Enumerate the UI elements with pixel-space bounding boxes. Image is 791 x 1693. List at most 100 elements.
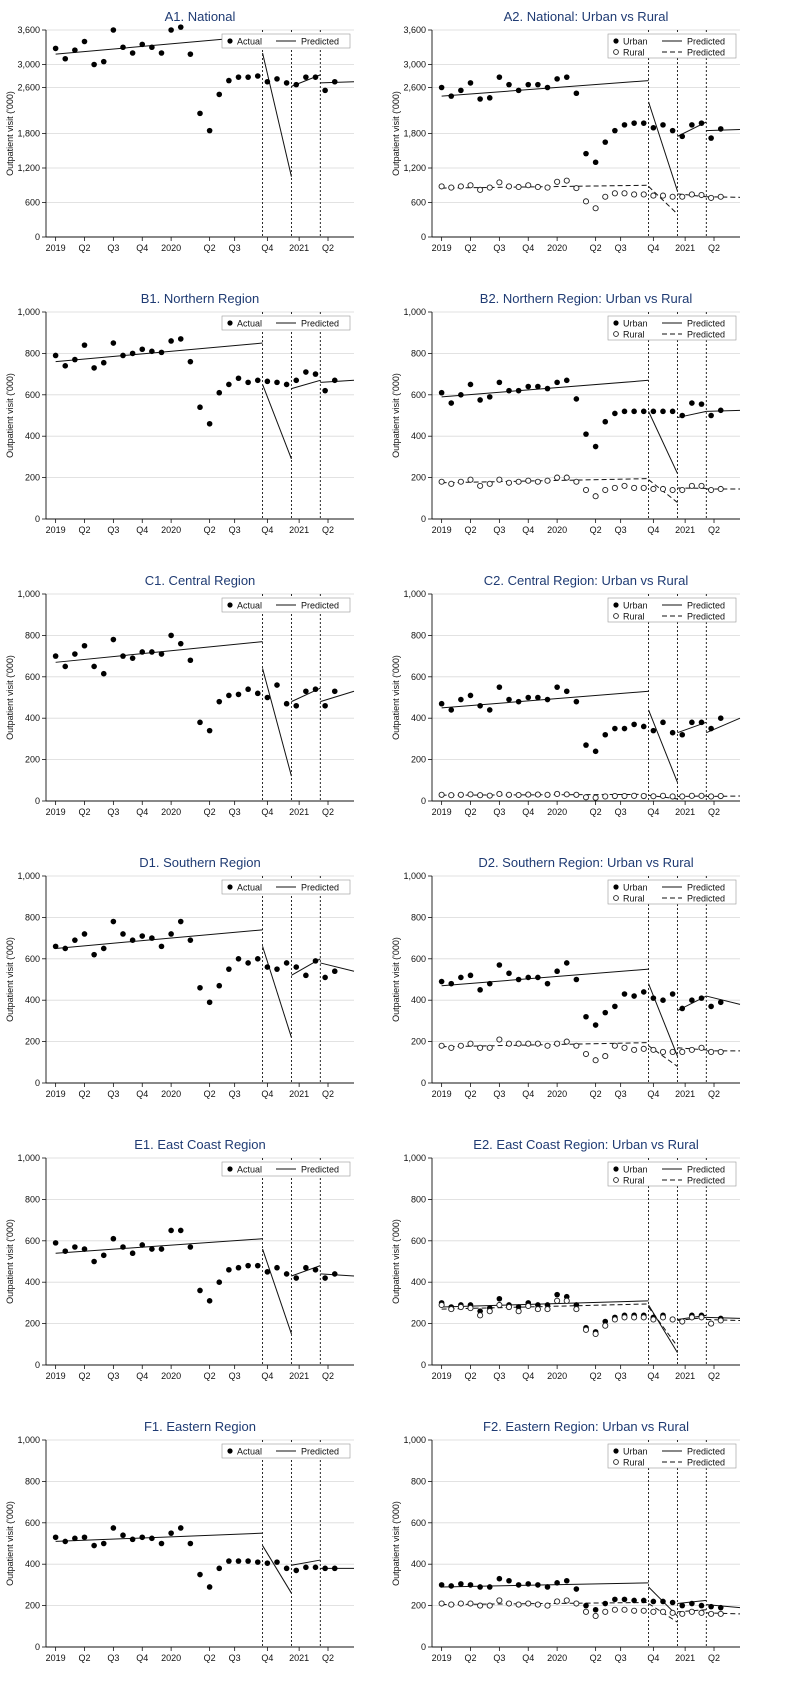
x-tick-label: Q4 [261,1371,273,1381]
data-point-actual [235,1264,242,1271]
y-axis-label: Outpatient visit ('000) [5,373,15,458]
data-point-rural [467,1305,474,1312]
data-point-actual [312,958,319,964]
legend-box [607,1161,737,1187]
data-point-actual [120,44,126,51]
data-point-rural [592,493,599,500]
y-tick-label: 1,000 [403,1435,426,1445]
data-point-actual [168,931,174,937]
data-point-actual [303,369,309,375]
y-tick-label: 0 [421,1078,426,1088]
data-point-rural [496,476,503,483]
data-point-urban [679,1602,686,1609]
data-point-urban [698,1602,705,1609]
data-point-actual [81,1534,88,1541]
legend-marker-urban [613,38,619,44]
data-point-actual [197,404,203,411]
data-point-urban [438,978,445,985]
data-point-urban [554,968,560,975]
data-point-actual [331,1271,338,1277]
data-point-actual [197,110,203,117]
panel-b2: B2. Northern Region: Urban vs Rural 0 200 4… [391,291,741,535]
data-point-rural [457,1600,464,1607]
data-point-urban [573,698,580,705]
data-point-urban [717,1604,724,1611]
data-point-urban [506,1577,512,1584]
x-tick-label: 2021 [675,525,695,535]
x-tick-label: 2020 [547,525,567,535]
y-tick-label: 200 [411,473,426,483]
data-point-urban [592,159,599,166]
legend: Actual Predicted [221,33,351,49]
x-tick-label: Q3 [615,1371,627,1381]
data-point-urban [592,1606,599,1613]
data-point-actual [331,1565,338,1572]
x-tick-label: Q4 [647,1653,659,1663]
data-point-urban [612,725,618,732]
data-point-actual [312,686,319,693]
data-point-urban [496,1295,503,1302]
data-point-urban [544,1302,551,1308]
x-tick-label: 2020 [547,807,567,817]
panel-title: C2. Central Region: Urban vs Rural [484,573,689,588]
data-point-rural [688,482,695,489]
data-point-urban [535,383,541,390]
data-point-urban [602,731,609,738]
panel-a1: A1. National 0 600 1,200 1,800 2,600 3,000 3,60… [5,9,355,253]
data-point-rural [477,482,484,489]
panel-title: E1. East Coast Region [134,1137,266,1152]
data-point-rural [515,1040,522,1047]
trend-line-dashed [441,478,649,484]
data-point-actual [254,690,261,697]
data-point-actual [168,1530,174,1536]
legend-label-predicted: Predicted [301,883,339,893]
y-axis-label: Outpatient visit ('000) [391,373,401,458]
x-tick-label: 2020 [161,1653,181,1663]
data-point-actual [283,80,290,86]
x-tick-label: Q2 [464,1089,476,1099]
x-tick-label: Q2 [78,1089,90,1099]
y-tick-label: 400 [411,1559,426,1569]
data-point-actual [120,931,126,937]
data-point-actual [129,350,136,357]
y-tick-label: 800 [25,348,40,358]
y-tick-label: 0 [421,1642,426,1652]
x-tick-label: Q4 [522,525,534,535]
y-tick-label: 600 [411,1518,426,1528]
data-point-rural [554,1297,561,1304]
x-tick-label: Q4 [136,243,148,253]
x-tick-label: 2021 [289,243,309,253]
data-point-actual [100,945,107,952]
data-point-actual [52,943,59,950]
legend-label-predicted: Predicted [687,319,725,329]
data-point-rural [457,478,464,485]
data-point-actual [72,1535,78,1542]
data-point-urban [554,1580,560,1586]
data-point-actual [177,336,184,342]
data-point-actual [293,1275,300,1281]
x-tick-label: Q3 [615,807,627,817]
data-point-actual [91,951,97,958]
data-point-actual [235,691,242,698]
data-point-actual [187,937,194,943]
panel-c1: C1. Central Region 0 200 400 600 800 1,000 2019… [5,573,355,817]
data-point-rural [708,486,715,494]
x-tick-label: Q4 [647,525,659,535]
data-point-rural [525,182,532,189]
data-point-actual [226,381,232,388]
x-tick-label: Q4 [136,807,148,817]
data-point-urban [708,135,714,141]
y-axis-label: Outpatient visit ('000) [5,1501,15,1586]
legend: Urban Predicted Rural Predicted [607,1161,737,1187]
trend-line-dashed [648,1306,678,1347]
data-point-urban [631,120,637,126]
data-point-urban [679,1005,686,1012]
data-point-rural [505,791,513,798]
data-point-urban [660,408,666,415]
data-point-rural [534,1040,541,1047]
data-point-rural [573,185,580,192]
x-tick-label: Q2 [590,807,602,817]
y-tick-label: 1,000 [17,1435,40,1445]
legend-label-predicted-2: Predicted [687,1458,725,1468]
data-point-urban [563,688,570,695]
